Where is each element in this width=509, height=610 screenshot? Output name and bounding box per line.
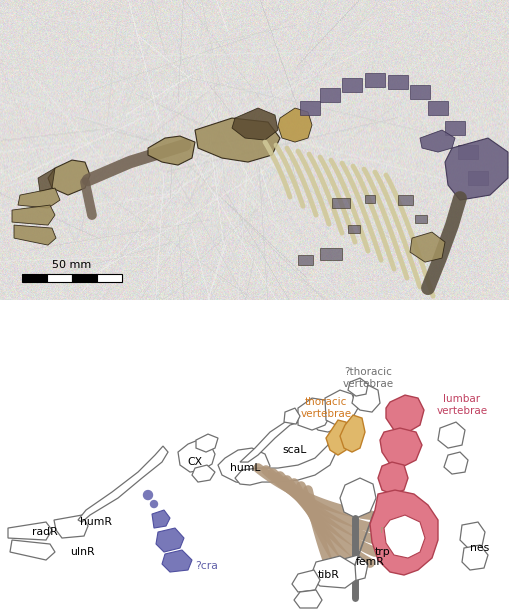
Polygon shape	[156, 528, 184, 552]
Text: thoracic
vertebrae: thoracic vertebrae	[300, 397, 351, 419]
Polygon shape	[194, 118, 279, 162]
Text: nes: nes	[469, 543, 488, 553]
Polygon shape	[38, 168, 55, 192]
Polygon shape	[377, 462, 407, 494]
Polygon shape	[10, 540, 55, 560]
Polygon shape	[48, 160, 90, 195]
Circle shape	[150, 501, 157, 508]
Polygon shape	[444, 138, 507, 200]
Polygon shape	[419, 130, 454, 152]
Polygon shape	[342, 78, 361, 92]
Polygon shape	[347, 378, 367, 396]
Text: humR: humR	[80, 517, 112, 527]
Polygon shape	[217, 448, 269, 484]
Polygon shape	[319, 88, 340, 102]
Text: ?thoracic
vertebrae: ?thoracic vertebrae	[342, 367, 393, 389]
Text: femR: femR	[355, 557, 384, 567]
Polygon shape	[319, 248, 342, 260]
Circle shape	[143, 490, 152, 500]
Bar	[97, 274, 122, 282]
Polygon shape	[14, 225, 56, 245]
Polygon shape	[78, 446, 167, 522]
Polygon shape	[152, 510, 169, 528]
Text: CX: CX	[187, 457, 202, 467]
Polygon shape	[379, 428, 421, 466]
Text: trp: trp	[374, 547, 390, 557]
Text: lumbar
vertebrae: lumbar vertebrae	[436, 394, 487, 416]
Polygon shape	[307, 400, 342, 432]
Polygon shape	[467, 171, 487, 185]
Polygon shape	[297, 255, 313, 265]
Polygon shape	[461, 545, 487, 570]
Polygon shape	[369, 490, 437, 575]
Polygon shape	[8, 522, 52, 540]
Polygon shape	[443, 452, 467, 474]
Polygon shape	[309, 556, 355, 588]
Polygon shape	[364, 73, 384, 87]
Polygon shape	[444, 121, 464, 135]
Polygon shape	[178, 440, 215, 472]
Polygon shape	[277, 108, 312, 142]
Polygon shape	[284, 408, 299, 424]
Polygon shape	[292, 570, 319, 592]
Polygon shape	[409, 85, 429, 99]
Polygon shape	[293, 590, 321, 608]
Polygon shape	[351, 385, 379, 412]
Text: humL: humL	[229, 463, 260, 473]
Polygon shape	[195, 434, 217, 452]
Text: ?cra: ?cra	[194, 561, 217, 571]
Polygon shape	[387, 75, 407, 89]
Polygon shape	[297, 398, 331, 430]
Polygon shape	[18, 188, 60, 208]
Polygon shape	[414, 215, 426, 223]
Polygon shape	[347, 225, 359, 233]
Text: 50 mm: 50 mm	[52, 260, 92, 270]
Polygon shape	[364, 195, 374, 203]
Polygon shape	[191, 465, 215, 482]
Polygon shape	[162, 550, 191, 572]
Polygon shape	[232, 108, 277, 140]
Polygon shape	[148, 136, 194, 165]
Bar	[72, 274, 97, 282]
Polygon shape	[337, 555, 367, 582]
Polygon shape	[340, 415, 364, 452]
Polygon shape	[325, 420, 349, 455]
Bar	[22, 274, 47, 282]
Polygon shape	[385, 395, 423, 432]
Polygon shape	[299, 101, 319, 115]
Polygon shape	[437, 422, 464, 448]
Polygon shape	[235, 415, 337, 485]
Polygon shape	[457, 145, 477, 159]
Polygon shape	[54, 515, 88, 538]
Text: tibR: tibR	[318, 570, 339, 580]
Polygon shape	[12, 205, 55, 225]
Polygon shape	[340, 478, 375, 518]
Polygon shape	[397, 195, 412, 205]
Polygon shape	[459, 522, 484, 548]
Polygon shape	[324, 390, 357, 426]
Text: scaL: scaL	[282, 445, 306, 455]
Polygon shape	[383, 515, 424, 558]
Polygon shape	[331, 198, 349, 208]
Text: radR: radR	[32, 527, 58, 537]
Text: ribs: ribs	[379, 525, 400, 535]
Text: uInR: uInR	[70, 547, 95, 557]
Polygon shape	[409, 232, 444, 262]
Bar	[47, 274, 72, 282]
Polygon shape	[427, 101, 447, 115]
